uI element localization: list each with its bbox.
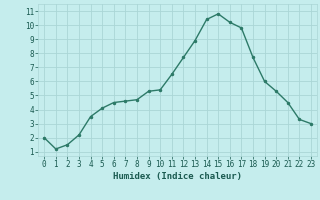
X-axis label: Humidex (Indice chaleur): Humidex (Indice chaleur) <box>113 172 242 181</box>
